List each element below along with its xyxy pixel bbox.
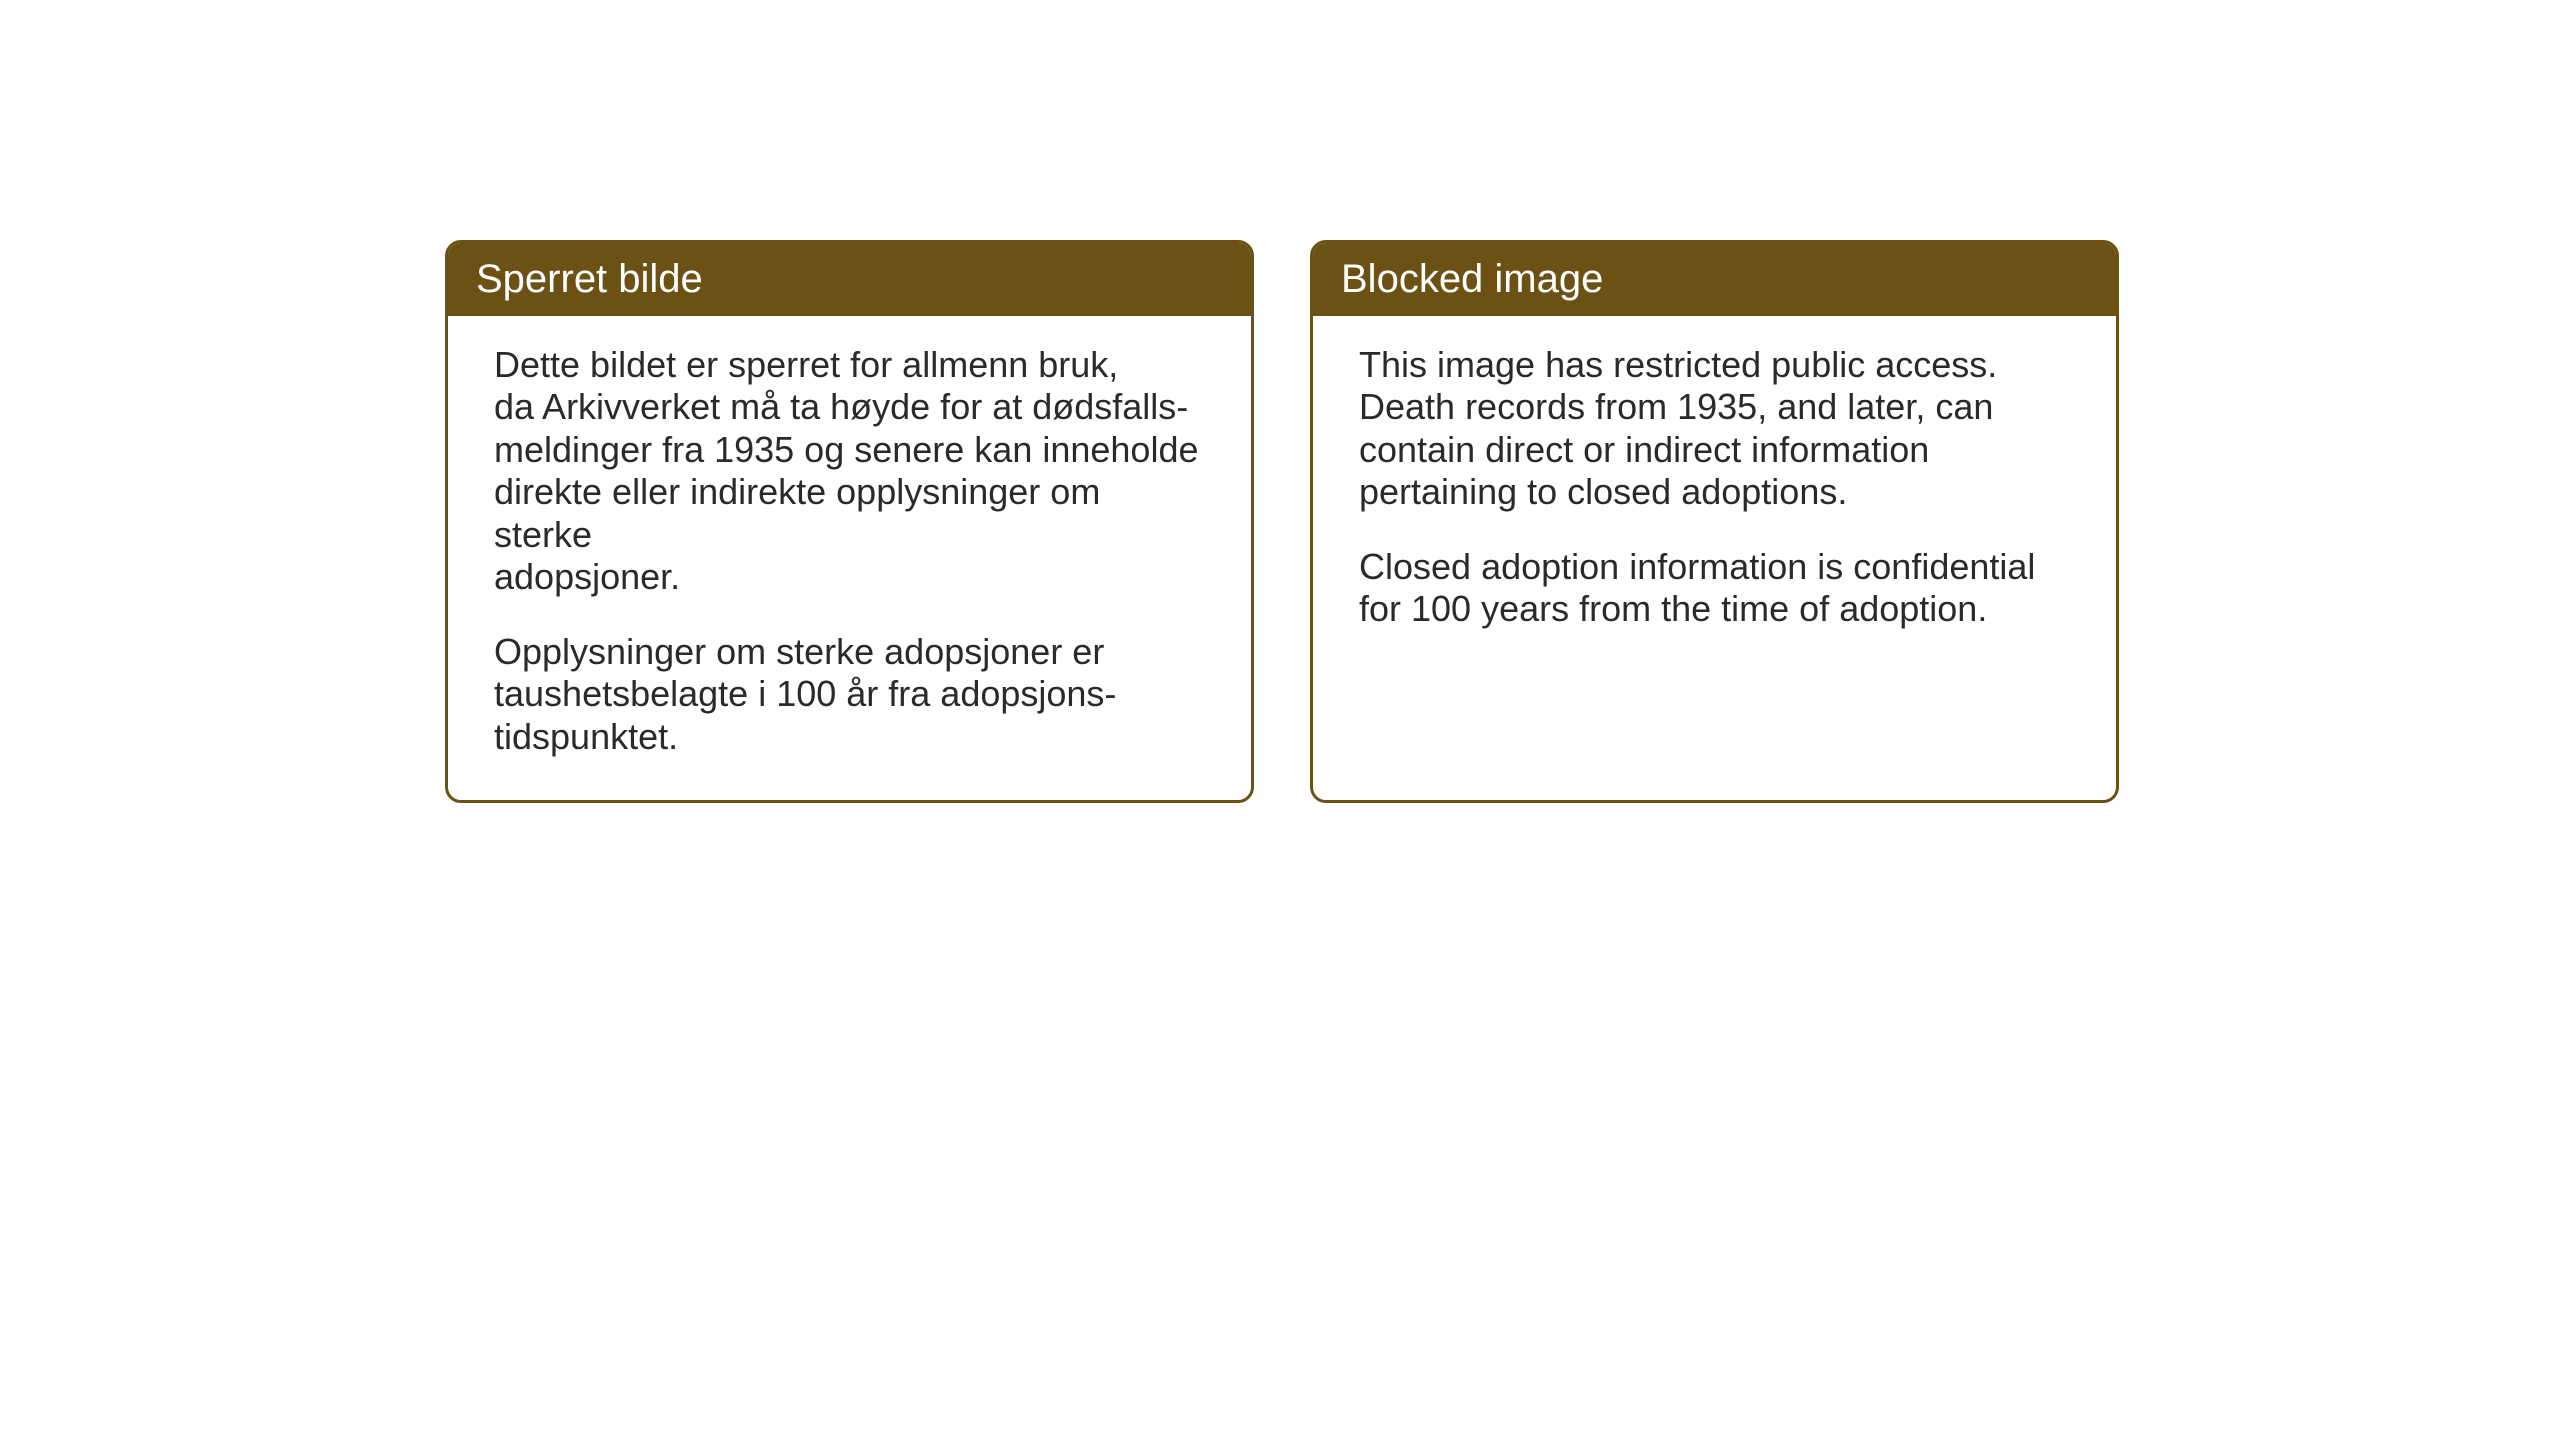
card-paragraph-2-english: Closed adoption information is confident… [1359, 546, 2070, 631]
notice-card-norwegian: Sperret bilde Dette bildet er sperret fo… [445, 240, 1254, 803]
notice-cards-container: Sperret bilde Dette bildet er sperret fo… [445, 240, 2119, 803]
notice-card-english: Blocked image This image has restricted … [1310, 240, 2119, 803]
card-title-english: Blocked image [1341, 257, 1603, 301]
card-body-norwegian: Dette bildet er sperret for allmenn bruk… [448, 316, 1251, 800]
card-header-english: Blocked image [1313, 243, 2116, 316]
card-body-english: This image has restricted public access.… [1313, 316, 2116, 673]
card-paragraph-2-norwegian: Opplysninger om sterke adopsjoner er tau… [494, 631, 1205, 758]
card-title-norwegian: Sperret bilde [476, 257, 703, 301]
card-header-norwegian: Sperret bilde [448, 243, 1251, 316]
card-paragraph-1-english: This image has restricted public access.… [1359, 344, 2070, 514]
card-paragraph-1-norwegian: Dette bildet er sperret for allmenn bruk… [494, 344, 1205, 599]
